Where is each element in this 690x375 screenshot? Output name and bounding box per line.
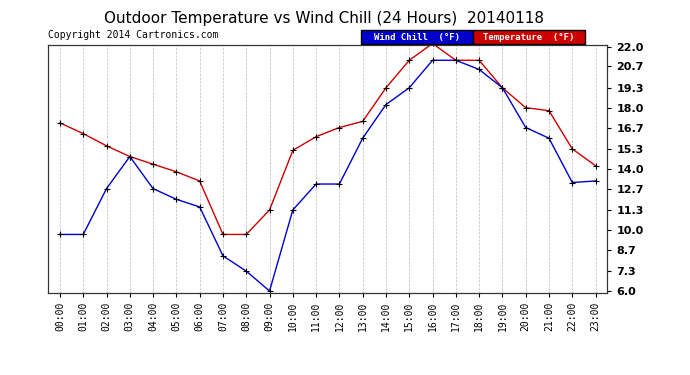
FancyBboxPatch shape (473, 30, 585, 44)
Text: Temperature  (°F): Temperature (°F) (483, 33, 575, 42)
Text: Wind Chill  (°F): Wind Chill (°F) (374, 33, 460, 42)
FancyBboxPatch shape (362, 30, 473, 44)
Text: Outdoor Temperature vs Wind Chill (24 Hours)  20140118: Outdoor Temperature vs Wind Chill (24 Ho… (104, 11, 544, 26)
Text: Copyright 2014 Cartronics.com: Copyright 2014 Cartronics.com (48, 30, 219, 40)
